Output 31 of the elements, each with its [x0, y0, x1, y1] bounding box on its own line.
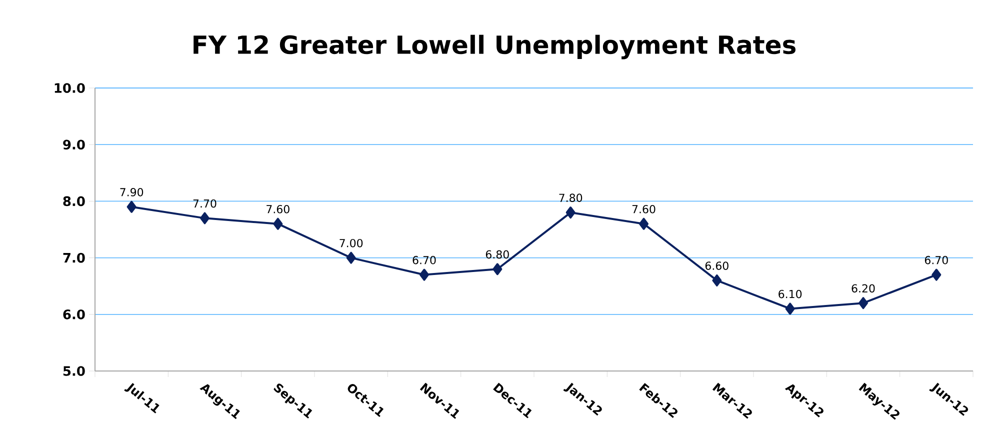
y-tick-label: 6.0	[63, 309, 85, 320]
point	[346, 252, 356, 264]
data-label: 7.60	[632, 204, 656, 214]
y-tick-label: 10.0	[54, 83, 85, 93]
y-tick-label: 8.0	[63, 196, 85, 206]
data-label: 6.80	[486, 250, 509, 259]
point	[639, 218, 649, 230]
data-label: 6.70	[924, 256, 948, 264]
point	[712, 274, 722, 286]
point	[566, 206, 576, 219]
point	[858, 297, 868, 310]
data-label: 7.60	[266, 204, 290, 214]
point	[126, 200, 136, 213]
data-label: 7.80	[559, 194, 582, 202]
data-label: 7.90	[120, 188, 144, 196]
chart-title: FY 12 Greater Lowell Unemployment Rates	[194, 34, 796, 60]
data-label: 7.00	[340, 238, 363, 248]
point	[200, 212, 210, 224]
point	[492, 263, 502, 276]
data-label: 6.60	[705, 262, 728, 270]
data-label: 7.70	[193, 199, 216, 208]
data-label: 6.10	[778, 290, 802, 298]
y-tick-label: 7.0	[63, 252, 85, 263]
y-tick-label: 9.0	[63, 140, 85, 150]
point	[785, 302, 795, 315]
data-label: 6.70	[412, 256, 436, 264]
y-tick-label: 5.0	[63, 366, 85, 376]
data-label: 6.20	[852, 284, 875, 293]
point	[273, 218, 283, 230]
point	[932, 268, 942, 281]
point	[420, 268, 430, 281]
